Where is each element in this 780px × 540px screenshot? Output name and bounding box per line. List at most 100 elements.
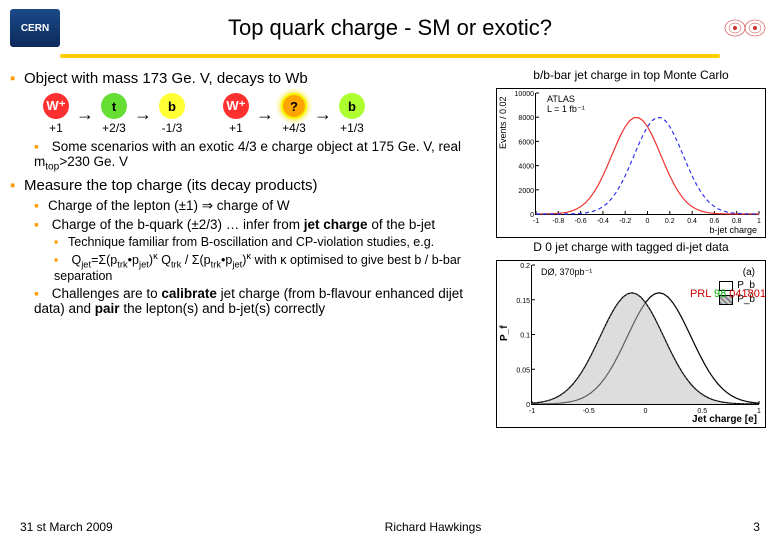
- particle-charge: +2/3: [102, 121, 126, 135]
- svg-text:0.05: 0.05: [516, 367, 530, 374]
- page-title: Top quark charge - SM or exotic?: [60, 15, 720, 41]
- particle-W⁺: W⁺ +1: [38, 93, 74, 135]
- text: top: [45, 162, 59, 173]
- svg-text:0.6: 0.6: [710, 218, 720, 225]
- svg-text:4000: 4000: [518, 164, 534, 171]
- chart-mc-jetcharge: Events / 0.02 ATLAS L = 1 fb⁻¹ -1-0.8-0.…: [496, 88, 766, 238]
- svg-text:0.2: 0.2: [520, 263, 530, 270]
- bullet-measure-charge: ▪Measure the top charge (its decay produ…: [10, 177, 488, 194]
- t: 98: [714, 288, 726, 300]
- bullet-lepton-charge: ▪Charge of the lepton (±1) ⇒ charge of W: [34, 198, 488, 214]
- text: Charge of the b-quark (±2/3) … infer fro…: [52, 217, 304, 232]
- t: Q: [71, 253, 81, 267]
- particle-?: ? +4/3: [276, 93, 312, 135]
- t: =Σ(p: [91, 253, 117, 267]
- bullet-technique: ▪Technique familiar from B-oscillation a…: [54, 235, 488, 249]
- arrow-icon: →: [134, 104, 152, 125]
- t: trk: [211, 259, 221, 269]
- footer-date: 31 st March 2009: [20, 520, 113, 534]
- text: Object with mass 173 Ge. V, decays to Wb: [24, 70, 308, 87]
- text: Technique familiar from B-oscillation an…: [68, 235, 434, 249]
- t: trk: [171, 259, 181, 269]
- right-column: b/b-bar jet charge in top Monte Carlo Ev…: [488, 66, 774, 319]
- bullet-object-mass: ▪Object with mass 173 Ge. V, decays to W…: [10, 70, 488, 87]
- svg-text:-1: -1: [529, 408, 535, 415]
- reference-citation: PRL 98 041801: [488, 288, 766, 300]
- svg-text:-0.6: -0.6: [575, 218, 587, 225]
- particle-charge: -1/3: [162, 121, 183, 135]
- text: of the b-jet: [368, 217, 436, 232]
- svg-text:-0.4: -0.4: [597, 218, 609, 225]
- bullet-challenges: ▪ Challenges are to calibrate jet charge…: [34, 286, 488, 316]
- svg-text:0.2: 0.2: [665, 218, 675, 225]
- t: / Σ(p: [181, 253, 210, 267]
- particle-circle: W⁺: [223, 93, 249, 119]
- chart2-ylabel: P_f: [499, 325, 510, 341]
- t: •p: [128, 253, 139, 267]
- svg-text:1: 1: [757, 408, 761, 415]
- atlas-logo: [720, 8, 770, 48]
- cern-logo: CERN: [10, 9, 60, 47]
- chart-d0-jetcharge: P_f DØ, 370pb⁻¹ (a) P_bP_b̄ -1-0.500.510…: [496, 260, 766, 428]
- particle-charge: +4/3: [282, 121, 306, 135]
- particle-diagrams: W⁺ +1 → t +2/3 → b -1/3 W⁺ +1 →? +4/3 → b +1/3: [38, 93, 488, 135]
- bullet-exotic-scenario: ▪ Some scenarios with an exotic 4/3 e ch…: [34, 139, 488, 173]
- particle-charge: +1: [49, 121, 63, 135]
- t: pair: [95, 301, 120, 316]
- t: jet: [139, 259, 149, 269]
- svg-text:-0.5: -0.5: [583, 408, 595, 415]
- svg-text:1: 1: [757, 218, 761, 225]
- arrow-icon: →: [256, 104, 274, 125]
- particle-circle: t: [101, 93, 127, 119]
- svg-text:0: 0: [644, 408, 648, 415]
- t: 041801: [726, 288, 766, 300]
- text: >230 Ge. V: [59, 154, 128, 169]
- particle-t: t +2/3: [96, 93, 132, 135]
- chart1-xlabel: b-jet charge: [709, 225, 757, 235]
- footer-page: 3: [753, 520, 760, 534]
- t: calibrate: [161, 286, 217, 301]
- particle-circle: b: [159, 93, 185, 119]
- svg-text:0: 0: [530, 212, 534, 219]
- t: jet: [81, 259, 91, 269]
- svg-text:6000: 6000: [518, 139, 534, 146]
- text: jet charge: [304, 217, 368, 232]
- particle-circle: b: [339, 93, 365, 119]
- particle-b: b +1/3: [334, 93, 370, 135]
- svg-text:8000: 8000: [518, 115, 534, 122]
- t: PRL: [690, 288, 714, 300]
- t: the lepton(s) and b-jet(s) correctly: [120, 301, 326, 316]
- arrow-icon: →: [314, 104, 332, 125]
- t: Q: [158, 253, 171, 267]
- svg-text:0: 0: [526, 402, 530, 409]
- t: jet: [232, 259, 242, 269]
- text: Charge of the lepton (±1) ⇒ charge of W: [48, 198, 290, 213]
- svg-text:0: 0: [646, 218, 650, 225]
- left-column: ▪Object with mass 173 Ge. V, decays to W…: [6, 66, 488, 319]
- footer: 31 st March 2009 Richard Hawkings 3: [0, 520, 780, 534]
- t: •p: [221, 253, 232, 267]
- svg-text:0.1: 0.1: [520, 333, 530, 340]
- svg-text:2000: 2000: [518, 188, 534, 195]
- particle-b: b -1/3: [154, 93, 190, 135]
- svg-text:10000: 10000: [515, 91, 535, 98]
- bullet-qjet-formula: ▪ Qjet=Σ(ptrk•pjet)κ Qtrk / Σ(ptrk•pjet)…: [54, 251, 488, 284]
- arrow-icon: →: [76, 104, 94, 125]
- footer-author: Richard Hawkings: [385, 520, 482, 534]
- svg-text:0.4: 0.4: [687, 218, 697, 225]
- particle-charge: +1/3: [340, 121, 364, 135]
- chart2-xlabel: Jet charge [e]: [692, 414, 757, 425]
- particle-circle: W⁺: [43, 93, 69, 119]
- chart2-caption: D 0 jet charge with tagged di-jet data: [488, 240, 774, 254]
- particle-circle: ?: [281, 93, 307, 119]
- svg-text:-1: -1: [533, 218, 539, 225]
- svg-text:0.8: 0.8: [732, 218, 742, 225]
- particle-W⁺: W⁺ +1: [218, 93, 254, 135]
- title-underline: [60, 54, 720, 58]
- particle-charge: +1: [229, 121, 243, 135]
- text: Measure the top charge (its decay produc…: [24, 177, 317, 194]
- t: Challenges are to: [52, 286, 162, 301]
- svg-text:-0.8: -0.8: [552, 218, 564, 225]
- t: trk: [117, 259, 127, 269]
- chart1-caption: b/b-bar jet charge in top Monte Carlo: [488, 68, 774, 82]
